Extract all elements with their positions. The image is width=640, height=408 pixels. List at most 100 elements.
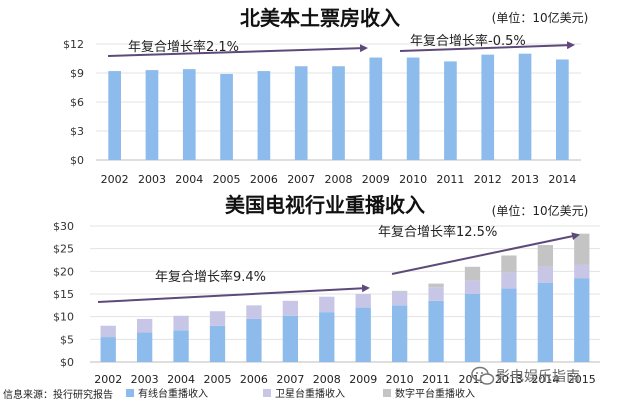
chart2-bar-digital <box>391 290 408 292</box>
chart2-bar-satellite <box>246 305 262 319</box>
chart2-trend-arrow-2 <box>391 232 580 275</box>
chart1-bar <box>369 57 383 160</box>
chart1-x-tick-label: 2012 <box>474 173 502 186</box>
chart2-trend-arrow-1 <box>97 284 370 303</box>
chart2-bar-cable <box>574 278 590 362</box>
chart1-bar <box>406 57 420 160</box>
chart1-trend-arrow-1 <box>107 44 368 57</box>
chart2-cagr-label-1: 年复合增长率9.4% <box>155 269 266 285</box>
chart2-y-tick-label: $25 <box>53 243 74 256</box>
chart1-x-tick-label: 2003 <box>138 173 166 186</box>
chart1-x-tick-label: 2011 <box>436 173 464 186</box>
chart1-y-tick-label: $6 <box>70 96 84 109</box>
chart2-bar-cable <box>136 332 153 362</box>
wechat-icon <box>471 366 495 385</box>
chart1-unit-note: (单位：10亿美元) <box>492 10 589 25</box>
chart1-bar <box>182 69 196 160</box>
legend-swatch-cable <box>126 389 134 397</box>
chart1-y-tick-label: $9 <box>70 67 84 80</box>
chart1-cagr-label-2: 年复合增长率-0.5% <box>410 33 526 49</box>
chart2-x-axis: 2002 2003 2004 2005 2006 2007 2008 2009 2010 2011… <box>94 373 596 386</box>
chart1-x-tick-label: 2006 <box>250 173 278 186</box>
chart2-bar-cable <box>173 330 189 362</box>
chart2-bar-cable <box>355 307 371 362</box>
chart2-bar-digital <box>501 255 517 273</box>
chart2-y-tick-label: $20 <box>53 265 74 278</box>
chart1-y-tick-label: $0 <box>70 154 84 167</box>
chart2-bar-satellite <box>209 311 226 326</box>
chart2-x-tick-label: 2002 <box>94 373 122 386</box>
chart1-x-tick-label: 2007 <box>287 173 315 186</box>
chart1-bar <box>332 66 345 160</box>
chart2-bar-satellite <box>391 291 408 306</box>
chart1-bar <box>444 61 457 160</box>
chart1-x-tick-label: 2013 <box>511 173 539 186</box>
chart1-x-tick-label: 2002 <box>101 173 129 186</box>
chart2-bars <box>100 233 590 362</box>
chart2-bar-cable <box>391 305 408 362</box>
chart2-x-tick-label: 2004 <box>167 373 195 386</box>
chart1-x-tick-label: 2010 <box>399 173 427 186</box>
chart2-x-tick-label: 2013 <box>495 373 523 386</box>
chart1-bar <box>556 59 569 160</box>
chart1-x-tick-label: 2009 <box>362 173 390 186</box>
chart2-bar-cable <box>100 337 116 362</box>
chart2-bar-digital <box>428 283 444 288</box>
chart2-bar-satellite <box>173 315 189 331</box>
chart2-bar-cable <box>501 288 517 362</box>
chart2-x-tick-label: 2015 <box>568 373 596 386</box>
legend-label-satellite: 卫星台重播收入 <box>275 387 345 400</box>
chart1-bar <box>294 66 308 160</box>
chart2-x-tick-label: 2010 <box>386 373 414 386</box>
chart1-x-axis: 2002 2003 2004 2005 2006 2007 2008 2009 2010 2011… <box>101 173 577 186</box>
chart1-bar <box>220 73 233 160</box>
chart1-bar <box>481 54 495 161</box>
chart1-bar <box>145 70 159 160</box>
chart2-bar-satellite <box>136 318 153 333</box>
chart2-x-tick-label: 2012 <box>459 373 487 386</box>
chart2-bar-cable <box>537 282 554 362</box>
chart1-x-tick-label: 2014 <box>548 173 576 186</box>
legend-swatch-digital <box>383 389 391 397</box>
chart2-x-tick-label: 2006 <box>240 373 268 386</box>
watermark-text: 影电娱乐指南 <box>496 369 580 385</box>
legend-swatch-satellite <box>263 389 271 397</box>
chart2-bar-cable <box>246 318 262 362</box>
chart1-y-tick-label: $12 <box>63 38 84 51</box>
chart2-x-tick-label: 2005 <box>204 373 232 386</box>
legend-label-cable: 有线台重播收入 <box>138 387 208 400</box>
chart2-bar-cable <box>428 300 444 362</box>
chart1-trend-arrow-2 <box>399 41 575 52</box>
chart2-x-tick-label: 2008 <box>313 373 341 386</box>
chart1-bar <box>108 71 121 160</box>
chart2-bar-cable <box>209 325 226 362</box>
chart2-y-tick-label: $15 <box>53 288 74 301</box>
chart1-bar <box>518 53 532 160</box>
chart1-x-tick-label: 2008 <box>325 173 353 186</box>
chart2-bar-satellite <box>501 272 517 289</box>
chart1-y-axis: $0 $3 $6 $9 $12 <box>63 38 84 167</box>
chart2-title: 美国电视行业重播收入 <box>225 193 425 217</box>
chart2-bar-satellite <box>574 264 590 279</box>
chart2-bar-satellite <box>319 296 335 313</box>
chart2-bar-satellite <box>282 300 299 316</box>
chart2-bar-cable <box>319 312 335 362</box>
chart2-y-axis: $0 $5 $10 $15 $20 $25 $30 <box>53 220 74 369</box>
chart2-unit-note: (单位：10亿美元) <box>492 203 589 218</box>
chart1-x-tick-label: 2005 <box>213 173 241 186</box>
chart2-y-tick-label: $5 <box>60 333 74 346</box>
source-note: 信息来源：投行研究报告 <box>3 388 113 401</box>
chart2-y-tick-label: $10 <box>53 311 74 324</box>
chart2-legend: 有线台重播收入 卫星台重播收入 数字平台重播收入 <box>126 387 475 400</box>
chart2-cagr-label-2: 年复合增长率12.5% <box>378 224 497 240</box>
chart2-bar-digital <box>537 245 554 267</box>
chart2-bar-satellite <box>537 266 554 283</box>
chart2-bar-cable <box>464 294 481 362</box>
legend-label-digital: 数字平台重播收入 <box>395 387 475 400</box>
chart2-bar-satellite <box>464 280 481 294</box>
chart2-x-tick-label: 2011 <box>422 373 450 386</box>
chart1-cagr-label-1: 年复合增长率2.1% <box>128 39 239 55</box>
chart2-bar-cable <box>282 315 299 362</box>
chart1-bars <box>108 53 569 161</box>
